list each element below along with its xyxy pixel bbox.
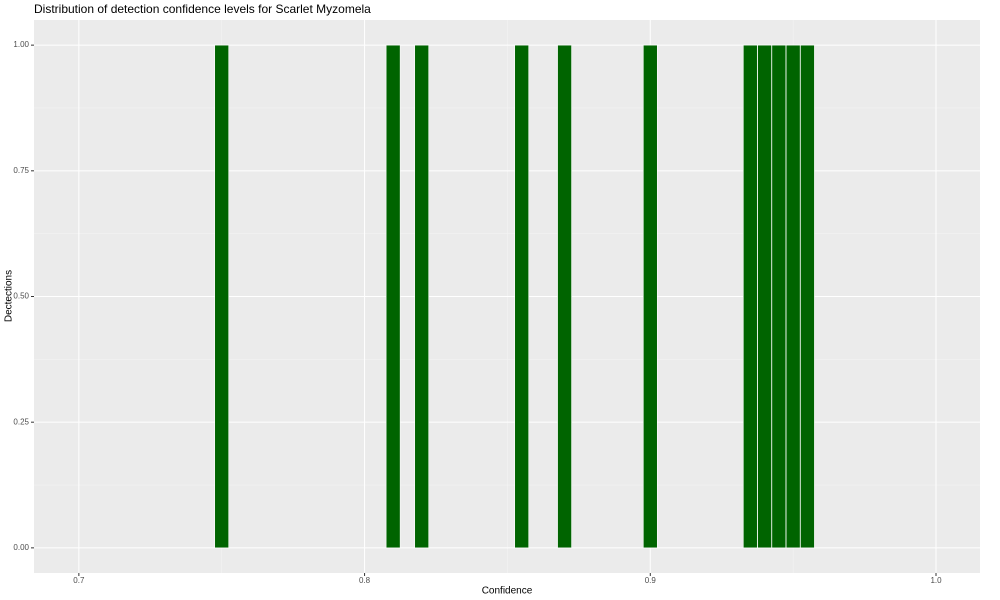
y-axis-title: Dectections	[4, 270, 15, 322]
y-tick-label: 0.00	[13, 543, 29, 552]
x-tick-label: 0.9	[645, 576, 657, 585]
bar	[514, 44, 530, 549]
x-tick-label: 0.8	[359, 576, 371, 585]
bar	[742, 44, 758, 549]
x-tick-label: 0.7	[73, 576, 85, 585]
y-tick-label: 1.00	[13, 40, 29, 49]
y-tick-label: 0.50	[13, 292, 29, 301]
bar	[771, 44, 787, 549]
bar	[214, 44, 230, 549]
bar	[757, 44, 772, 549]
y-tick-label: 0.25	[13, 417, 29, 426]
bar	[785, 44, 801, 549]
bar	[642, 44, 658, 549]
y-tick-label: 0.75	[13, 166, 29, 175]
x-tick-label: 1.0	[930, 576, 942, 585]
bar	[800, 44, 815, 549]
bar	[414, 44, 430, 549]
x-axis-title: Confidence	[482, 586, 533, 597]
bar	[557, 44, 572, 549]
bar	[385, 44, 401, 549]
chart-title: Distribution of detection confidence lev…	[34, 2, 371, 16]
